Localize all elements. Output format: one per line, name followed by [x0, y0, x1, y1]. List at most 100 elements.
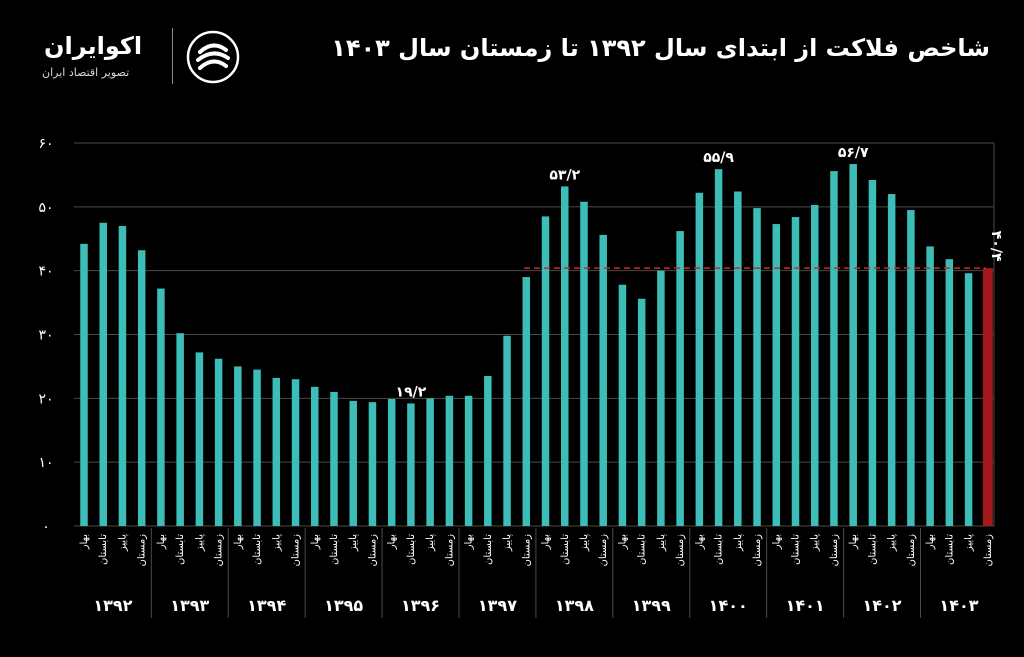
year-label: ۱۳۹۴ [247, 596, 286, 615]
x-tick-label: پاییز [425, 534, 436, 552]
x-tick-label: پاییز [810, 534, 821, 552]
x-tick-label: تابستان [175, 534, 186, 565]
x-tick-label: پاییز [271, 534, 282, 552]
header: شاخص فلاکت از ابتدای سال ۱۳۹۲ تا زمستان … [0, 0, 1024, 110]
logo-name: اکوایران [44, 32, 143, 60]
bar [580, 201, 588, 526]
bar [599, 234, 607, 527]
y-tick-label: ۴۰ [38, 264, 53, 280]
x-tick-label: پاییز [117, 534, 128, 552]
bar [810, 204, 819, 526]
x-tick-label: زمستان [675, 534, 686, 567]
bar [407, 403, 415, 526]
bar [503, 335, 511, 526]
bar [387, 398, 396, 526]
x-tick-label: تابستان [944, 534, 955, 565]
x-tick-label: زمستان [444, 534, 455, 567]
bar [176, 333, 184, 526]
bar [99, 222, 107, 526]
year-label: ۱۳۹۵ [324, 596, 363, 615]
bar [734, 191, 742, 526]
bar [830, 171, 838, 526]
x-tick-label: بهار [617, 534, 628, 550]
bar [445, 395, 454, 526]
bar [137, 250, 146, 527]
chart-title: شاخص فلاکت از ابتدای سال ۱۳۹۲ تا زمستان … [331, 34, 990, 62]
year-label: ۱۴۰۳ [939, 596, 978, 615]
y-tick-label: ۳۰ [38, 328, 53, 344]
data-label: ۵۵/۹ [703, 150, 734, 166]
bar [945, 259, 954, 526]
year-label: ۱۳۹۸ [555, 596, 594, 615]
x-tick-label: تابستان [714, 534, 725, 565]
bar [791, 217, 800, 526]
x-tick-label: پاییز [887, 534, 898, 552]
x-tick-label: بهار [464, 534, 475, 550]
bar-highlighted [982, 268, 993, 526]
x-tick-label: پاییز [733, 534, 744, 552]
x-tick-label: زمستان [983, 534, 994, 567]
data-label: ۵۶/۷ [838, 145, 869, 161]
y-tick-label: ۵۰ [38, 200, 53, 216]
bar [541, 216, 550, 527]
bar [676, 231, 684, 526]
logo-tagline: تصویر اقتصاد ایران [42, 66, 130, 79]
logo: اکوایران تصویر اقتصاد ایران [38, 28, 258, 88]
bar [618, 284, 627, 526]
bar [714, 169, 723, 526]
x-tick-label: بهار [925, 534, 936, 550]
bar [253, 369, 261, 526]
bar [926, 246, 934, 526]
bar [849, 164, 857, 526]
x-tick-label: تابستان [98, 534, 109, 565]
bar [234, 366, 242, 526]
ecoiran-logo-icon [186, 30, 240, 84]
x-tick-label: زمستان [291, 534, 302, 567]
bar [964, 273, 973, 526]
bar [637, 298, 646, 526]
bar [368, 402, 377, 526]
bar [195, 352, 204, 526]
year-label: ۱۴۰۱ [786, 596, 825, 615]
y-tick-label: ۰ [42, 519, 50, 535]
bar [464, 395, 473, 526]
x-tick-label: بهار [694, 534, 705, 550]
bar [214, 358, 223, 526]
bar [311, 386, 319, 526]
x-tick-label: زمستان [598, 534, 609, 567]
x-tick-label: زمستان [367, 534, 378, 567]
x-tick-label: بهار [310, 534, 321, 550]
x-tick-label: تابستان [560, 534, 571, 565]
bar [561, 186, 569, 526]
data-label: ۱۹/۲ [396, 384, 427, 400]
x-tick-label: پاییز [656, 534, 667, 552]
y-tick-label: ۲۰ [38, 391, 53, 407]
bar [772, 224, 781, 526]
x-tick-label: پاییز [348, 534, 359, 552]
x-tick-label: تابستان [637, 534, 648, 565]
x-tick-label: زمستان [829, 534, 840, 567]
bar [291, 379, 300, 526]
x-tick-label: تابستان [867, 534, 878, 565]
year-label: ۱۳۹۹ [632, 596, 671, 615]
bar [157, 288, 165, 526]
bar [118, 225, 127, 526]
x-tick-label: زمستان [214, 534, 225, 567]
logo-divider [172, 28, 173, 84]
year-label: ۱۳۹۲ [93, 596, 132, 615]
x-tick-label: بهار [541, 534, 552, 550]
x-tick-label: تابستان [406, 534, 417, 565]
y-tick-label: ۱۰ [38, 455, 53, 471]
x-tick-label: پاییز [579, 534, 590, 552]
bar [349, 400, 357, 526]
bar [753, 208, 761, 527]
bar [695, 192, 704, 527]
x-tick-label: تابستان [483, 534, 494, 565]
x-tick-label: زمستان [521, 534, 532, 567]
x-tick-label: بهار [848, 534, 859, 550]
x-tick-label: پاییز [194, 534, 205, 552]
x-tick-label: زمستان [906, 534, 917, 567]
x-tick-label: بهار [156, 534, 167, 550]
bar [907, 210, 915, 526]
